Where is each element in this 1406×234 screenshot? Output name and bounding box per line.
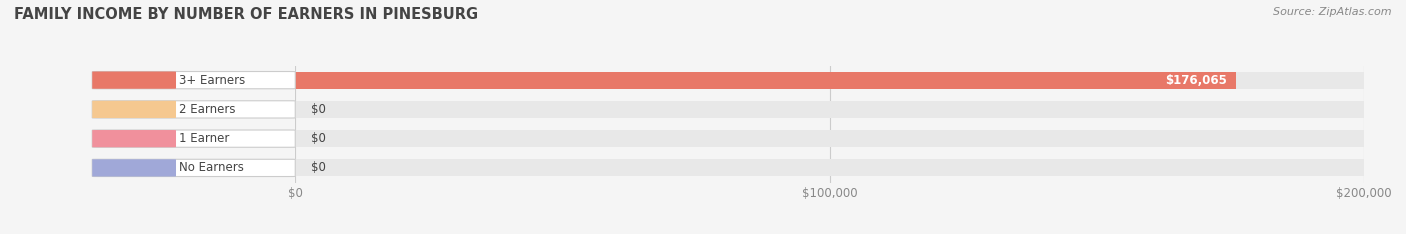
Bar — [295, 101, 1364, 118]
Text: $0: $0 — [311, 103, 326, 116]
Text: 1 Earner: 1 Earner — [179, 132, 229, 145]
FancyBboxPatch shape — [93, 72, 295, 89]
FancyBboxPatch shape — [93, 159, 176, 176]
FancyBboxPatch shape — [93, 72, 176, 89]
Text: $0: $0 — [311, 161, 326, 174]
Text: FAMILY INCOME BY NUMBER OF EARNERS IN PINESBURG: FAMILY INCOME BY NUMBER OF EARNERS IN PI… — [14, 7, 478, 22]
FancyBboxPatch shape — [93, 159, 295, 176]
Bar — [295, 72, 1236, 89]
FancyBboxPatch shape — [93, 101, 176, 118]
Text: $176,065: $176,065 — [1166, 74, 1227, 87]
Bar — [295, 72, 1364, 89]
Text: $0: $0 — [311, 132, 326, 145]
Text: 2 Earners: 2 Earners — [179, 103, 236, 116]
Text: Source: ZipAtlas.com: Source: ZipAtlas.com — [1274, 7, 1392, 17]
Bar — [295, 130, 1364, 147]
Text: 3+ Earners: 3+ Earners — [179, 74, 246, 87]
FancyBboxPatch shape — [93, 101, 295, 118]
Text: No Earners: No Earners — [179, 161, 245, 174]
FancyBboxPatch shape — [93, 130, 295, 147]
Bar — [295, 159, 1364, 176]
FancyBboxPatch shape — [93, 130, 176, 147]
